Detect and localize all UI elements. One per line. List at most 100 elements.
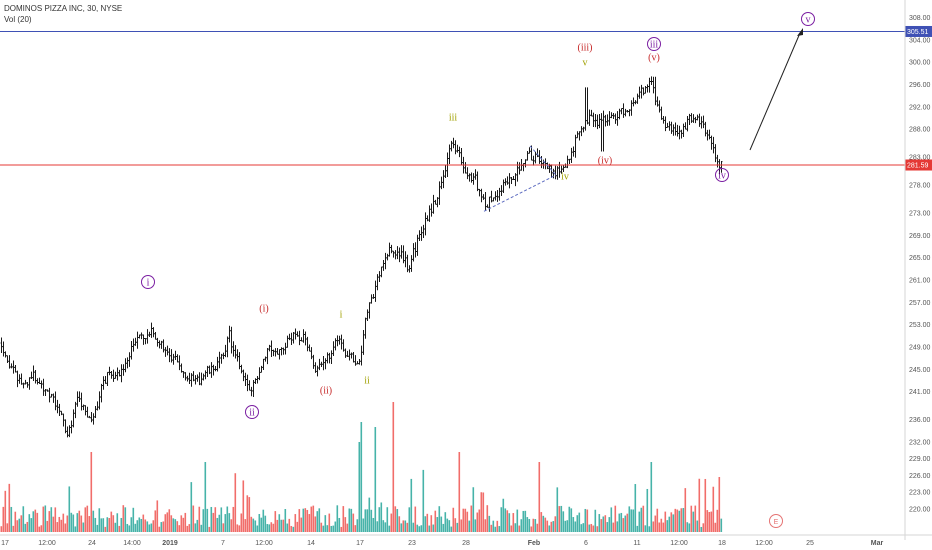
volume-bar (524, 510, 527, 532)
volume-bar (28, 514, 31, 532)
volume-bar (448, 520, 451, 532)
ohlc-bar (568, 158, 571, 164)
ohlc-bar (350, 352, 353, 359)
ohlc-bar (260, 365, 263, 373)
ohlc-bar (662, 116, 665, 124)
volume-bar (84, 507, 87, 532)
time-tick-label: 7 (221, 540, 225, 547)
ohlc-bar (642, 87, 645, 96)
ohlc-bar (126, 357, 129, 369)
ohlc-bar (190, 373, 193, 387)
volume-bar (656, 508, 659, 532)
volume-bar (552, 521, 555, 532)
ohlc-bar (230, 326, 233, 354)
volume-bar (458, 452, 461, 532)
volume-bar (488, 515, 491, 532)
volume-bar (144, 519, 147, 532)
wave-label: iii (650, 40, 659, 51)
ohlc-bar (86, 406, 89, 418)
ohlc-bar (580, 126, 583, 137)
volume-bar (598, 514, 601, 532)
volume-bar (708, 511, 711, 532)
volume-bar (156, 500, 159, 532)
wave-label: (iv) (598, 156, 612, 167)
ohlc-bar (292, 331, 295, 344)
volume-bar (172, 518, 175, 532)
volume-bar (572, 517, 575, 532)
time-axis: 17 12:00 24 14:00 2019 7 12:00 14 17 23 28 Feb 6 11 12… (0, 534, 932, 547)
ohlc-bar (50, 393, 53, 398)
volume-bar (132, 507, 135, 532)
volume-bar (10, 506, 13, 532)
ohlc-bar (668, 121, 671, 131)
volume-bar (514, 523, 517, 532)
ohlc-bar (512, 176, 515, 181)
ohlc-bar (76, 391, 79, 407)
ohlc-bar (214, 365, 217, 372)
ohlc-bar (262, 358, 265, 370)
ohlc-bar (430, 203, 433, 217)
ohlc-bar (34, 370, 37, 384)
volume-bar (414, 506, 417, 532)
volume-bar (710, 511, 713, 532)
ohlc-bar (414, 242, 417, 258)
ohlc-bar (124, 358, 127, 373)
volume-bar (208, 526, 211, 532)
volume-bar (174, 519, 177, 532)
ohlc-bar (486, 204, 489, 208)
ohlc-bar (88, 415, 91, 419)
volume-bar (716, 509, 719, 532)
volume-bar (96, 524, 99, 532)
triangle-lower-line (483, 174, 557, 212)
ohlc-bar (694, 116, 697, 124)
time-tick-label: 18 (718, 540, 726, 547)
ohlc-bar (164, 347, 167, 357)
ohlc-bar (290, 332, 293, 346)
volume-bar (130, 517, 133, 532)
ohlc-bar (632, 97, 635, 107)
volume-bar (122, 505, 125, 532)
volume-bar (690, 505, 693, 532)
ohlc-bar (440, 176, 443, 190)
volume-bar (372, 517, 375, 532)
volume-bar (536, 523, 539, 532)
ohlc-bar (438, 181, 441, 205)
time-tick-label: 2019 (162, 540, 178, 547)
ohlc-bar (122, 364, 125, 376)
time-tick-label: Feb (528, 540, 540, 547)
volume-bar (196, 519, 199, 532)
wave-circle-icon (801, 12, 815, 26)
volume-bar (490, 524, 493, 532)
time-tick-label: 14:00 (123, 540, 141, 547)
volume-bar (706, 510, 709, 532)
ohlc-bar (638, 86, 641, 99)
ohlc-bar (644, 86, 647, 94)
ohlc-bar (196, 374, 199, 382)
time-tick-label: Mar (871, 540, 884, 547)
ohlc-bar (40, 380, 43, 389)
volume-bar (18, 518, 21, 532)
volume-bar (46, 520, 49, 532)
volume-bar (322, 525, 325, 532)
volume-bar (660, 518, 663, 532)
ohlc-bar (466, 167, 469, 180)
volume-bar (506, 510, 509, 532)
ohlc-bar (160, 340, 163, 349)
volume-bar (42, 506, 45, 532)
ohlc-bar (720, 161, 723, 173)
volume-bar (188, 524, 191, 532)
ohlc-bar (570, 147, 573, 164)
price-tick-label: 288.00 (909, 127, 931, 134)
ohlc-bar (538, 150, 541, 164)
volume-bar (530, 526, 533, 532)
volume-bar (612, 522, 615, 532)
volume-bar (604, 515, 607, 532)
ohlc-bar (268, 344, 271, 352)
ohlc-bar (340, 334, 343, 350)
ohlc-bar (428, 205, 431, 222)
ohlc-bar (194, 375, 197, 385)
volume-bar (268, 524, 271, 532)
volume-bar (328, 513, 331, 532)
